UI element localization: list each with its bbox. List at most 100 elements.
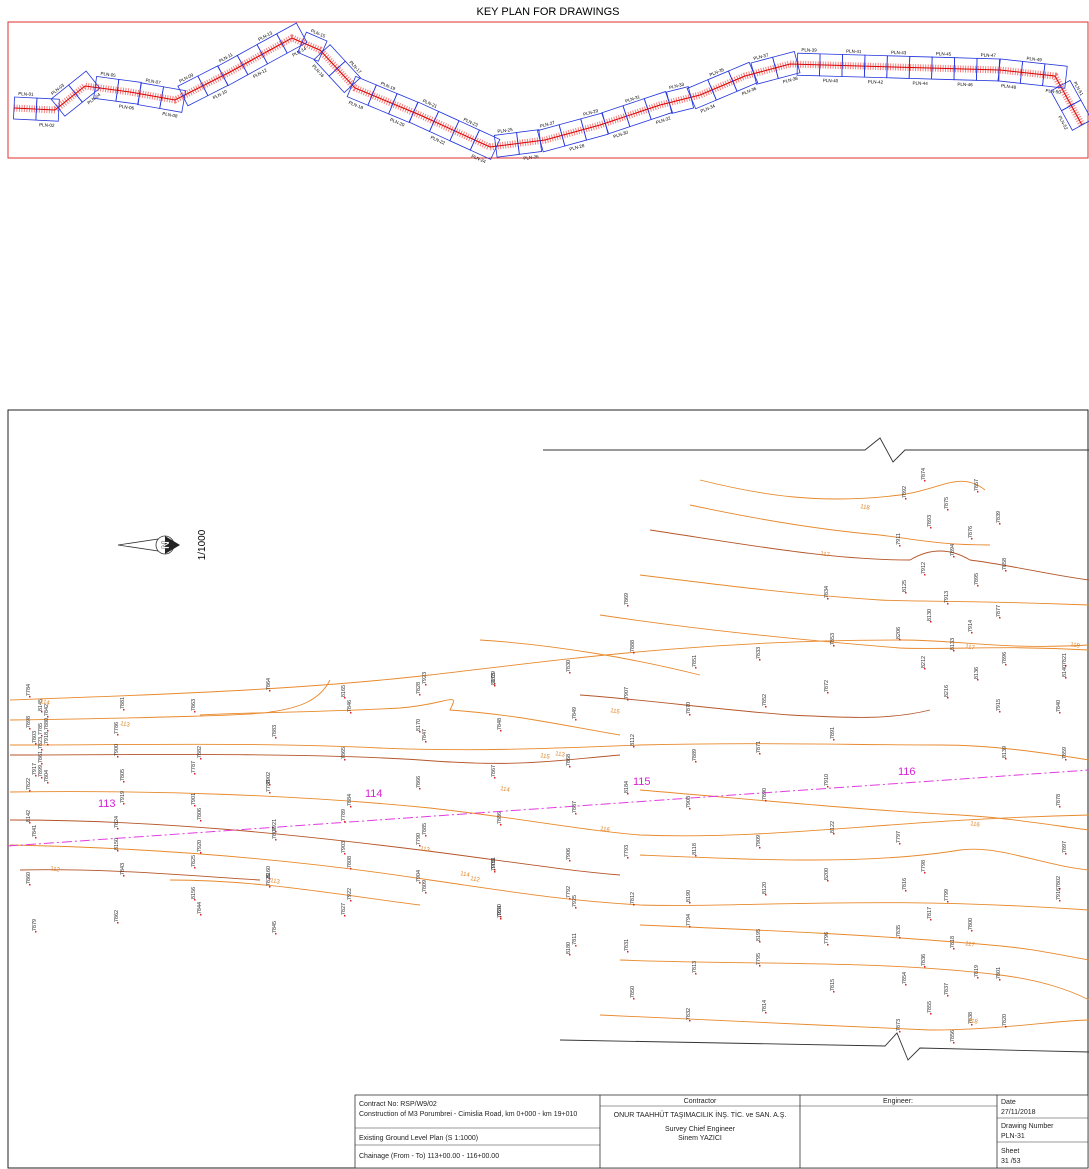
point-marker	[1065, 853, 1067, 855]
point-label: 8170	[416, 719, 422, 731]
point-label: 8206	[896, 627, 902, 639]
point-label: 7845	[272, 921, 278, 933]
sheet-label: PLN-42	[868, 79, 884, 84]
point-marker	[833, 645, 835, 647]
sheet-label: PLN-27	[539, 120, 556, 129]
point-label: 7837	[944, 983, 950, 995]
point-label: 7832	[686, 1008, 692, 1020]
point-label: 7821	[1062, 653, 1068, 665]
point-marker	[689, 902, 691, 904]
sheet-label: PLN-34	[700, 103, 716, 114]
point-marker	[569, 954, 571, 956]
point-marker	[569, 766, 571, 768]
point-marker	[971, 1024, 973, 1026]
point-marker	[41, 735, 43, 737]
point-marker	[47, 730, 49, 732]
point-label: 7901	[191, 793, 197, 805]
point-marker	[689, 714, 691, 716]
point-label: 7807	[272, 827, 278, 839]
sheet-label: PLN-18	[348, 100, 364, 111]
sheet-label: PLN-21	[422, 98, 438, 109]
sheet-label: PLN-35	[709, 67, 725, 78]
point-label: 7875	[944, 497, 950, 509]
point-marker	[123, 781, 125, 783]
point-marker	[695, 973, 697, 975]
point-label: 7870	[686, 702, 692, 714]
point-label: 7844	[197, 902, 203, 914]
sheet-label: PLN-45	[936, 51, 952, 56]
point-marker	[47, 744, 49, 746]
sheet-label: PLN-14	[291, 46, 307, 58]
key-plan-frame	[7, 21, 1089, 159]
point-marker	[695, 855, 697, 857]
contour-label: 116	[600, 826, 611, 834]
point-marker	[29, 884, 31, 886]
limit-line-top	[543, 437, 1089, 463]
sheet-label: PLN-37	[753, 52, 770, 61]
point-marker	[759, 941, 761, 943]
sheet-label: PLN-49	[1026, 56, 1042, 63]
point-marker	[269, 878, 271, 880]
point-marker	[905, 498, 907, 500]
sheet-number: 31 /53	[1001, 1158, 1021, 1165]
point-label: 7842	[44, 704, 50, 716]
point-label: 7918	[44, 732, 50, 744]
sheet-frame	[1060, 99, 1089, 131]
point-marker	[419, 882, 421, 884]
point-label: 7905	[491, 859, 497, 871]
point-marker	[350, 712, 352, 714]
point-marker	[500, 730, 502, 732]
point-label: 7833	[756, 647, 762, 659]
sheet-label: PLN-12	[252, 67, 268, 79]
point-label: 7873	[896, 1019, 902, 1031]
route	[13, 34, 1086, 151]
point-marker	[569, 860, 571, 862]
contract-text: Contract No: RSP/W9/02	[359, 1101, 437, 1108]
point-label: 7829	[491, 671, 497, 683]
point-marker	[833, 833, 835, 835]
sheet-frame	[159, 86, 187, 113]
point-marker	[344, 759, 346, 761]
point-label: 8133	[950, 638, 956, 650]
sheet-label: PLN-48	[1001, 83, 1017, 90]
point-marker	[194, 773, 196, 775]
point-label: 7815	[830, 979, 836, 991]
point-label: 7851	[692, 655, 698, 667]
point-label: 7826	[266, 874, 272, 886]
point-label: 7867	[491, 765, 497, 777]
point-marker	[419, 731, 421, 733]
person: Sinem YAZICI	[678, 1135, 722, 1142]
point-label: 7825	[191, 855, 197, 867]
point-label: 7876	[968, 526, 974, 538]
point-marker	[117, 756, 119, 758]
point-label: 7793	[624, 845, 630, 857]
point-label: 7804	[44, 770, 50, 782]
point-marker	[269, 792, 271, 794]
point-label: 8122	[830, 821, 836, 833]
point-marker	[29, 728, 31, 730]
contour-label: 112	[470, 876, 481, 884]
contract-text: Construction of M3 Porumbrei - Cimislia …	[359, 1111, 577, 1118]
point-label: 8136	[974, 667, 980, 679]
point-marker	[765, 894, 767, 896]
point-label: 7828	[416, 682, 422, 694]
point-marker	[899, 639, 901, 641]
point-marker	[41, 763, 43, 765]
point-label: 7877	[996, 605, 1002, 617]
point-label: 7881	[120, 697, 126, 709]
point-label: 8142	[26, 810, 32, 822]
sheet-label: PLN-09	[178, 72, 194, 84]
point-label: 7847	[422, 729, 428, 741]
point-marker	[344, 697, 346, 699]
point-marker	[689, 926, 691, 928]
point-label: 8156	[191, 887, 197, 899]
contour-label: 118	[968, 1018, 979, 1026]
point-marker	[344, 853, 346, 855]
point-marker	[123, 803, 125, 805]
point-label: 7788	[266, 780, 272, 792]
point-marker	[575, 907, 577, 909]
point-marker	[500, 824, 502, 826]
contour-label: 118	[860, 504, 871, 512]
point-marker	[689, 808, 691, 810]
sheet-label: PLN-39	[801, 47, 817, 52]
